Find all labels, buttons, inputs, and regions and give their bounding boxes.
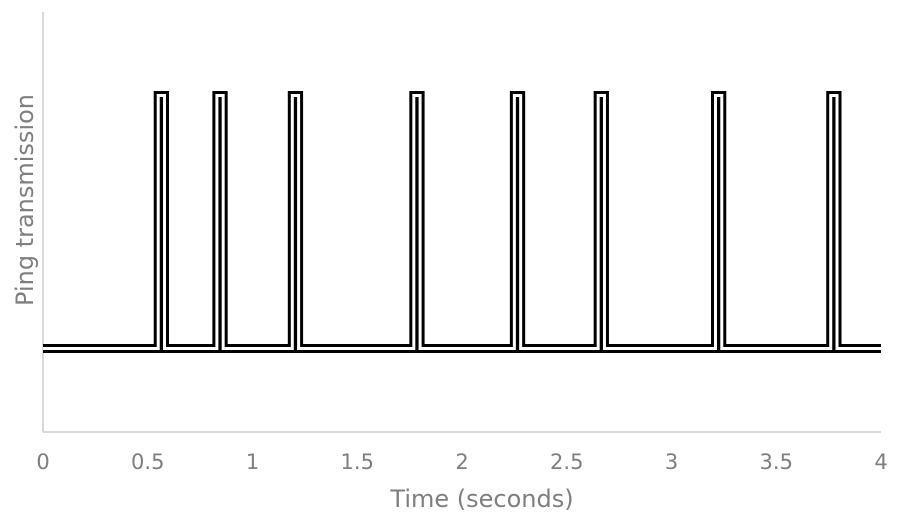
ping-pulse [831,95,837,348]
ping-pulse [158,95,164,348]
x-tick-label: 1 [246,450,259,474]
y-axis-title: Ping transmission [11,94,39,306]
x-tick-label: 2.5 [550,450,583,474]
x-tick-label: 0.5 [131,450,164,474]
ping-signal-line-inner [43,93,881,351]
ping-pulse [715,95,721,348]
ping-pulse [598,95,604,348]
ping-pulse [514,95,520,348]
x-tick-label: 2 [455,450,468,474]
x-tick-label: 3.5 [760,450,793,474]
ping-pulse [217,95,223,348]
x-tick-label: 1.5 [341,450,374,474]
x-tick-label: 3 [665,450,678,474]
pulse-marks [158,95,837,348]
ping-pulse [414,95,420,348]
ping-pulse [292,95,298,348]
x-tick-labels: 0 0.5 1 1.5 2 2.5 3 3.5 4 [36,450,887,474]
x-tick-label: 0 [36,450,49,474]
x-axis-title: Time (seconds) [389,485,573,512]
x-tick-label: 4 [874,450,887,474]
ping-signal-line [43,90,881,354]
